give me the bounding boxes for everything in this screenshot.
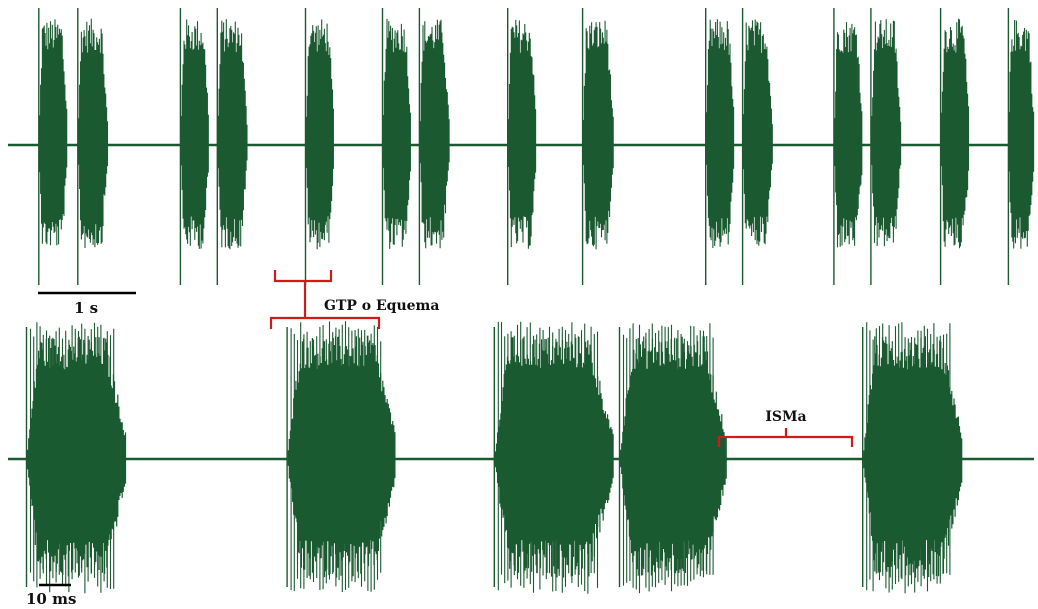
- top-burst-waveform: [305, 19, 334, 250]
- top-burst: [705, 8, 735, 285]
- bottom-burst-spikes: [497, 321, 599, 594]
- top-burst: [77, 8, 109, 285]
- bottom-burst: [862, 322, 963, 594]
- top-scale-bar: 1 s: [38, 291, 136, 317]
- top-recording-trace: [8, 8, 1035, 285]
- top-burst-waveform: [419, 19, 450, 249]
- top-burst-waveform: [834, 22, 863, 248]
- top-burst-waveform: [217, 19, 248, 250]
- bottom-recording-trace: [8, 321, 1034, 594]
- top-burst-waveform: [1008, 20, 1035, 249]
- bottom-burst-spikes: [866, 322, 951, 594]
- top-burst: [833, 8, 863, 285]
- gtp-upper-bracket: [273, 270, 333, 283]
- top-burst: [381, 8, 411, 285]
- bottom-burst-spikes: [290, 321, 382, 592]
- top-burst-waveform: [39, 19, 68, 246]
- bottom-burst-spikes: [622, 323, 714, 594]
- top-burst: [939, 8, 970, 285]
- bottom-burst: [25, 322, 127, 594]
- bottom-burst: [493, 321, 614, 594]
- top-burst-waveform: [180, 19, 209, 249]
- top-burst: [38, 8, 68, 285]
- bottom-burst: [286, 321, 396, 592]
- top-burst-waveform: [871, 19, 902, 247]
- gtp-label: GTP o Equema: [324, 298, 439, 314]
- top-burst: [870, 8, 902, 285]
- gtp-lower-bracket: [269, 316, 381, 329]
- gtp-bracket: [269, 270, 381, 329]
- top-scale-bar-label: 1 s: [74, 299, 98, 317]
- top-burst: [507, 8, 537, 285]
- top-burst-waveform: [940, 18, 970, 249]
- top-burst: [304, 8, 334, 285]
- bottom-burst-spikes: [29, 322, 115, 594]
- bottom-scale-bar: 10 ms: [26, 583, 76, 608]
- top-burst: [216, 8, 248, 285]
- isma-bracket-shape: [717, 435, 854, 447]
- top-burst-waveform: [582, 20, 614, 250]
- bottom-burst-waveform: [287, 335, 396, 578]
- top-burst-waveform: [706, 19, 735, 248]
- top-burst: [418, 8, 450, 285]
- top-burst-waveform: [78, 18, 109, 248]
- top-burst-waveform: [508, 19, 537, 249]
- bottom-burst-waveform: [494, 336, 614, 578]
- top-burst: [1007, 8, 1035, 285]
- isma-bracket: [717, 428, 854, 447]
- bottom-scale-bar-label: 10 ms: [26, 590, 76, 608]
- isma-label: ISMa: [765, 409, 806, 425]
- top-burst: [581, 8, 614, 285]
- top-burst-waveform: [742, 19, 773, 246]
- top-burst: [741, 8, 773, 285]
- bottom-burst: [618, 323, 727, 594]
- top-burst: [179, 8, 209, 285]
- top-burst-waveform: [382, 18, 411, 249]
